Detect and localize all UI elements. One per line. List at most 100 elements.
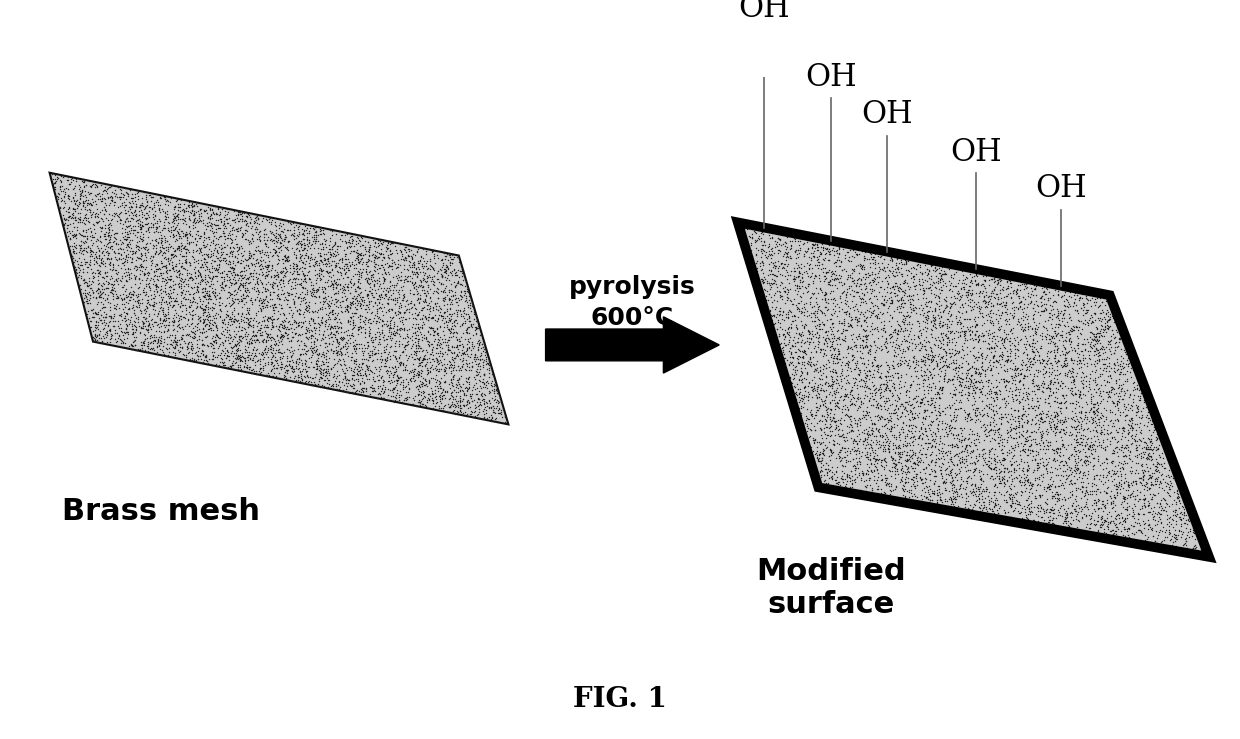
Point xyxy=(1065,503,1085,515)
Point xyxy=(399,372,419,384)
Point xyxy=(1002,495,1022,507)
Point xyxy=(1131,373,1151,385)
Point xyxy=(813,475,833,487)
Point xyxy=(146,279,166,290)
Point xyxy=(932,442,952,454)
Point xyxy=(243,363,263,375)
Point xyxy=(1142,458,1162,470)
Point xyxy=(306,229,326,241)
Point xyxy=(117,244,136,256)
Point xyxy=(1145,478,1164,490)
Point xyxy=(945,384,965,396)
Point xyxy=(941,477,961,489)
Point xyxy=(915,351,935,363)
Point xyxy=(403,367,423,378)
Point xyxy=(403,312,423,324)
Point xyxy=(1107,531,1127,542)
Point xyxy=(441,361,461,372)
Point xyxy=(167,210,187,222)
Point xyxy=(854,324,874,336)
Point xyxy=(321,248,341,260)
Point xyxy=(272,237,291,249)
Point xyxy=(857,297,877,309)
Point xyxy=(362,350,382,361)
Point xyxy=(934,260,954,272)
Point xyxy=(1074,455,1094,467)
Point xyxy=(1008,344,1028,356)
Point xyxy=(1166,532,1185,544)
Point xyxy=(1037,350,1056,362)
Point xyxy=(1040,473,1060,485)
Point xyxy=(1135,489,1154,501)
Point xyxy=(423,403,443,415)
Point xyxy=(396,392,415,404)
Point xyxy=(1105,337,1125,349)
Point xyxy=(294,270,314,282)
Point xyxy=(946,310,966,321)
Point xyxy=(119,266,139,278)
Point xyxy=(203,256,223,268)
Point xyxy=(854,288,874,300)
Point xyxy=(990,279,1009,290)
Point xyxy=(223,295,243,307)
Point xyxy=(1017,347,1037,359)
Point xyxy=(838,358,858,370)
Point xyxy=(950,329,970,341)
Point xyxy=(207,208,227,219)
Point xyxy=(392,397,412,409)
Point xyxy=(1118,478,1138,490)
Point xyxy=(176,293,196,304)
Point xyxy=(946,394,966,406)
Point xyxy=(985,271,1004,283)
Point xyxy=(1092,426,1112,438)
Point xyxy=(935,418,955,429)
Point xyxy=(139,267,159,279)
Point xyxy=(347,368,367,380)
Point xyxy=(332,332,352,344)
Point xyxy=(866,454,885,466)
Point xyxy=(882,471,901,483)
Point xyxy=(830,269,849,281)
Point xyxy=(186,302,206,314)
Point xyxy=(1166,544,1185,556)
Point xyxy=(117,239,136,251)
Point xyxy=(409,369,429,381)
Point xyxy=(236,233,255,245)
Point xyxy=(403,392,423,403)
Point xyxy=(206,251,226,262)
Point xyxy=(326,259,346,270)
Point xyxy=(221,331,241,343)
Point xyxy=(941,498,961,510)
Point xyxy=(438,316,458,328)
Point xyxy=(441,353,461,365)
Point xyxy=(1011,312,1030,324)
Point xyxy=(858,267,878,279)
Point xyxy=(208,307,228,319)
Point xyxy=(870,441,890,453)
Point xyxy=(326,240,346,252)
Point xyxy=(164,283,184,295)
Point xyxy=(861,296,880,307)
Point xyxy=(921,331,941,343)
Point xyxy=(905,472,925,484)
Point xyxy=(1111,480,1131,491)
Point xyxy=(303,288,322,300)
Point xyxy=(1034,285,1054,297)
Point xyxy=(1083,316,1102,328)
Point xyxy=(474,343,494,355)
Point xyxy=(317,255,337,267)
Point xyxy=(337,282,357,293)
Point xyxy=(973,329,993,341)
Point xyxy=(858,347,878,358)
Point xyxy=(857,407,877,419)
Point xyxy=(1068,347,1087,359)
Point xyxy=(903,375,923,386)
Point xyxy=(216,213,236,225)
Point xyxy=(324,283,343,295)
Point xyxy=(456,324,476,336)
Point xyxy=(391,266,410,278)
Point xyxy=(1154,526,1174,538)
Point xyxy=(825,394,844,406)
Point xyxy=(149,307,169,319)
Point xyxy=(931,452,951,464)
